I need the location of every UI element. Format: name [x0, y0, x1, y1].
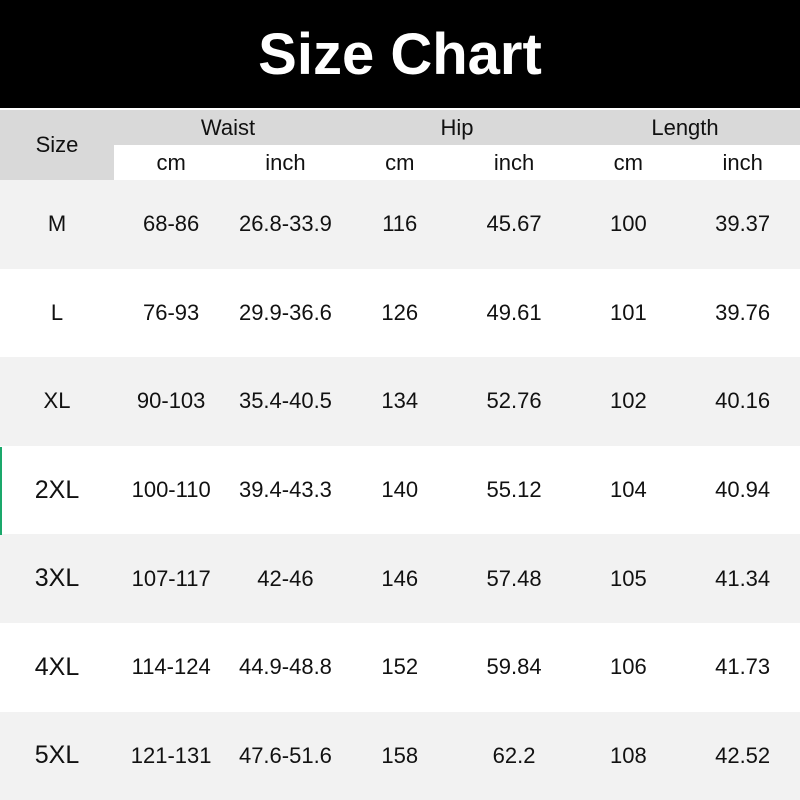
unit-header: inch: [493, 149, 535, 175]
value-cell: 40.16: [715, 388, 771, 414]
value-cell: 152: [381, 654, 419, 680]
waist-group-header: Waist: [200, 114, 256, 140]
size-column-header: Size: [35, 132, 79, 157]
value-cell: 76-93: [143, 299, 200, 325]
table-row: L 76-93 29.9-36.6 126 49.61 101 39.76: [0, 269, 800, 358]
value-cell: 42.52: [715, 742, 771, 768]
value-cell: 29.9-36.6: [238, 299, 332, 325]
size-cell: 3XL: [34, 564, 80, 593]
row-marker: [0, 447, 2, 535]
value-cell: 101: [609, 299, 647, 325]
value-cell: 106: [609, 654, 647, 680]
unit-header: cm: [156, 149, 186, 175]
value-cell: 105: [609, 565, 647, 591]
size-cell: L: [50, 299, 64, 325]
table-row: 3XL 107-117 42-46 146 57.48 105 41.34: [0, 534, 800, 623]
value-cell: 107-117: [131, 565, 211, 591]
size-cell: 4XL: [34, 652, 80, 681]
value-cell: 49.61: [486, 299, 542, 325]
table-body: M 68-86 26.8-33.9 116 45.67 100 39.37 L 76-93 29.…: [0, 180, 800, 800]
table-row: M 68-86 26.8-33.9 116 45.67 100 39.37: [0, 180, 800, 269]
value-cell: 59.84: [486, 654, 542, 680]
value-cell: 26.8-33.9: [238, 211, 332, 237]
size-cell: M: [47, 211, 67, 237]
unit-header-row: cm inch cm inch cm inch: [114, 145, 800, 180]
value-cell: 100-110: [131, 477, 211, 503]
value-cell: 40.94: [715, 477, 771, 503]
size-cell: 5XL: [34, 741, 80, 770]
size-cell: 2XL: [34, 475, 80, 504]
table-row: 2XL 100-110 39.4-43.3 140 55.12 104 40.94: [0, 446, 800, 535]
value-cell: 116: [382, 211, 418, 237]
value-cell: 146: [381, 565, 419, 591]
value-cell: 52.76: [486, 388, 542, 414]
hip-group-header: Hip: [440, 114, 474, 140]
value-cell: 47.6-51.6: [238, 742, 332, 768]
table-row: 4XL 114-124 44.9-48.8 152 59.84 106 41.73: [0, 623, 800, 712]
value-cell: 114-124: [131, 654, 211, 680]
value-cell: 39.76: [715, 299, 771, 325]
page-title: Size Chart: [0, 0, 800, 108]
size-cell: XL: [43, 388, 71, 414]
divider: [0, 108, 800, 110]
value-cell: 39.4-43.3: [238, 477, 332, 503]
value-cell: 41.73: [715, 654, 771, 680]
value-cell: 134: [381, 388, 419, 414]
value-cell: 121-131: [130, 742, 212, 768]
value-cell: 45.67: [486, 211, 542, 237]
value-cell: 35.4-40.5: [238, 388, 332, 414]
value-cell: 57.48: [486, 565, 542, 591]
unit-header: inch: [722, 149, 763, 175]
value-cell: 42-46: [257, 565, 314, 591]
value-cell: 126: [381, 299, 419, 325]
length-group-header: Length: [651, 114, 719, 140]
value-cell: 41.34: [715, 565, 771, 591]
value-cell: 68-86: [143, 211, 200, 237]
value-cell: 104: [609, 477, 647, 503]
value-cell: 100: [609, 211, 647, 237]
value-cell: 44.9-48.8: [238, 654, 332, 680]
table-row: 5XL 121-131 47.6-51.6 158 62.2 108 42.52: [0, 711, 800, 800]
table-row: XL 90-103 35.4-40.5 134 52.76 102 40.16: [0, 357, 800, 446]
value-cell: 39.37: [715, 211, 771, 237]
value-cell: 102: [609, 388, 647, 414]
value-cell: 90-103: [136, 388, 206, 414]
unit-header: cm: [613, 149, 643, 175]
value-cell: 140: [381, 477, 419, 503]
unit-header: inch: [265, 149, 306, 175]
value-cell: 158: [381, 742, 419, 768]
value-cell: 108: [609, 742, 647, 768]
value-cell: 55.12: [486, 477, 542, 503]
value-cell: 62.2: [492, 742, 536, 768]
unit-header: cm: [385, 149, 415, 175]
